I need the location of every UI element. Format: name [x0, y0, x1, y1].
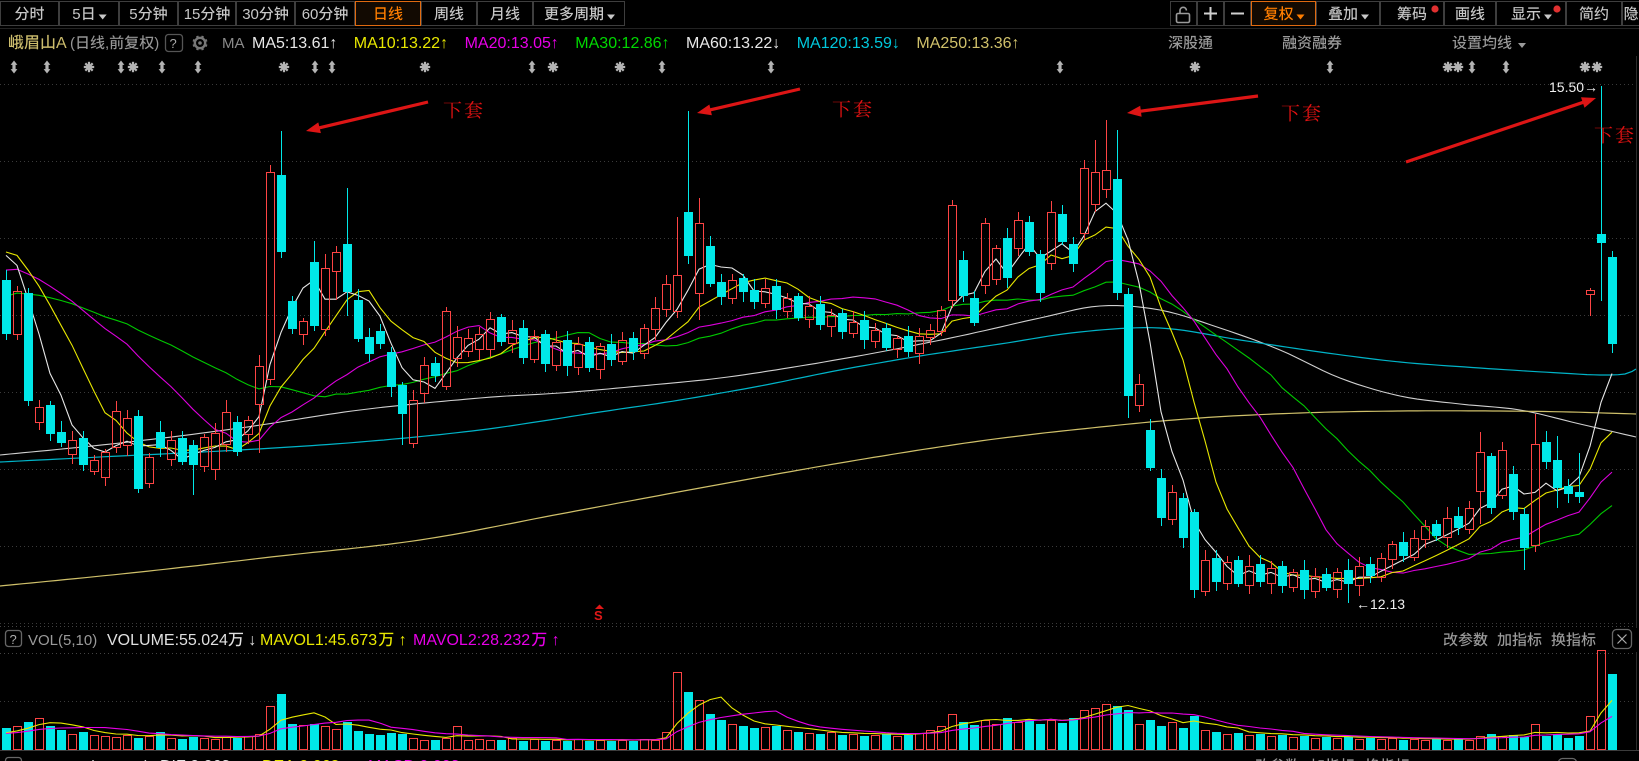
svg-text:MACD(12,26,9): MACD(12,26,9) — [45, 758, 149, 761]
svg-text:↑: ↑ — [662, 35, 670, 52]
svg-text:DEA:0.062 ↑: DEA:0.062 ↑ — [262, 758, 352, 761]
svg-text:MA10:13.22: MA10:13.22 — [354, 35, 440, 52]
svg-text:↑: ↑ — [552, 632, 560, 649]
svg-text:15.50: 15.50 — [1549, 79, 1584, 95]
svg-text:30: 30 — [242, 6, 259, 23]
svg-text:VOL(5,10): VOL(5,10) — [28, 632, 97, 649]
svg-text:(: ( — [70, 35, 75, 52]
svg-text:,: , — [105, 35, 109, 52]
svg-text:S: S — [594, 608, 603, 623]
svg-text:→: → — [1584, 79, 1598, 95]
svg-text:↓: ↓ — [772, 35, 780, 52]
svg-text:MA60:13.22: MA60:13.22 — [686, 35, 772, 52]
svg-text:MA120:13.59: MA120:13.59 — [797, 35, 892, 52]
svg-text:MAVOL1:45.673: MAVOL1:45.673 — [260, 632, 377, 649]
svg-text:): ) — [154, 35, 159, 52]
svg-text:VOLUME:55.024: VOLUME:55.024 — [107, 632, 228, 649]
svg-text:?: ? — [10, 632, 17, 647]
svg-text:?: ? — [170, 36, 177, 51]
svg-text:5: 5 — [72, 6, 80, 23]
svg-text:↑: ↑ — [329, 35, 337, 52]
svg-text:↓: ↓ — [248, 632, 256, 649]
svg-text:↑: ↑ — [399, 632, 407, 649]
svg-text:DIF:0.063 ↓: DIF:0.063 ↓ — [160, 758, 243, 761]
svg-text:MAVOL2:28.232: MAVOL2:28.232 — [413, 632, 530, 649]
svg-text:MA30:12.86: MA30:12.86 — [575, 35, 661, 52]
svg-text:MA5:13.61: MA5:13.61 — [252, 35, 329, 52]
svg-text:MA20:13.05: MA20:13.05 — [465, 35, 551, 52]
svg-text:12.13: 12.13 — [1370, 596, 1405, 612]
svg-text:←: ← — [1356, 596, 1370, 612]
svg-text:15: 15 — [184, 6, 201, 23]
svg-text:MACD:0.003 ↑: MACD:0.003 ↑ — [368, 758, 472, 761]
svg-text:↓: ↓ — [892, 35, 900, 52]
svg-text:MA: MA — [222, 35, 245, 52]
svg-text:A: A — [56, 35, 67, 52]
svg-text:↑: ↑ — [1012, 35, 1020, 52]
svg-text:↑: ↑ — [440, 35, 448, 52]
svg-text:60: 60 — [302, 6, 319, 23]
svg-text:5: 5 — [129, 6, 137, 23]
svg-text:↑: ↑ — [551, 35, 559, 52]
svg-text:MA250:13.36: MA250:13.36 — [916, 35, 1011, 52]
